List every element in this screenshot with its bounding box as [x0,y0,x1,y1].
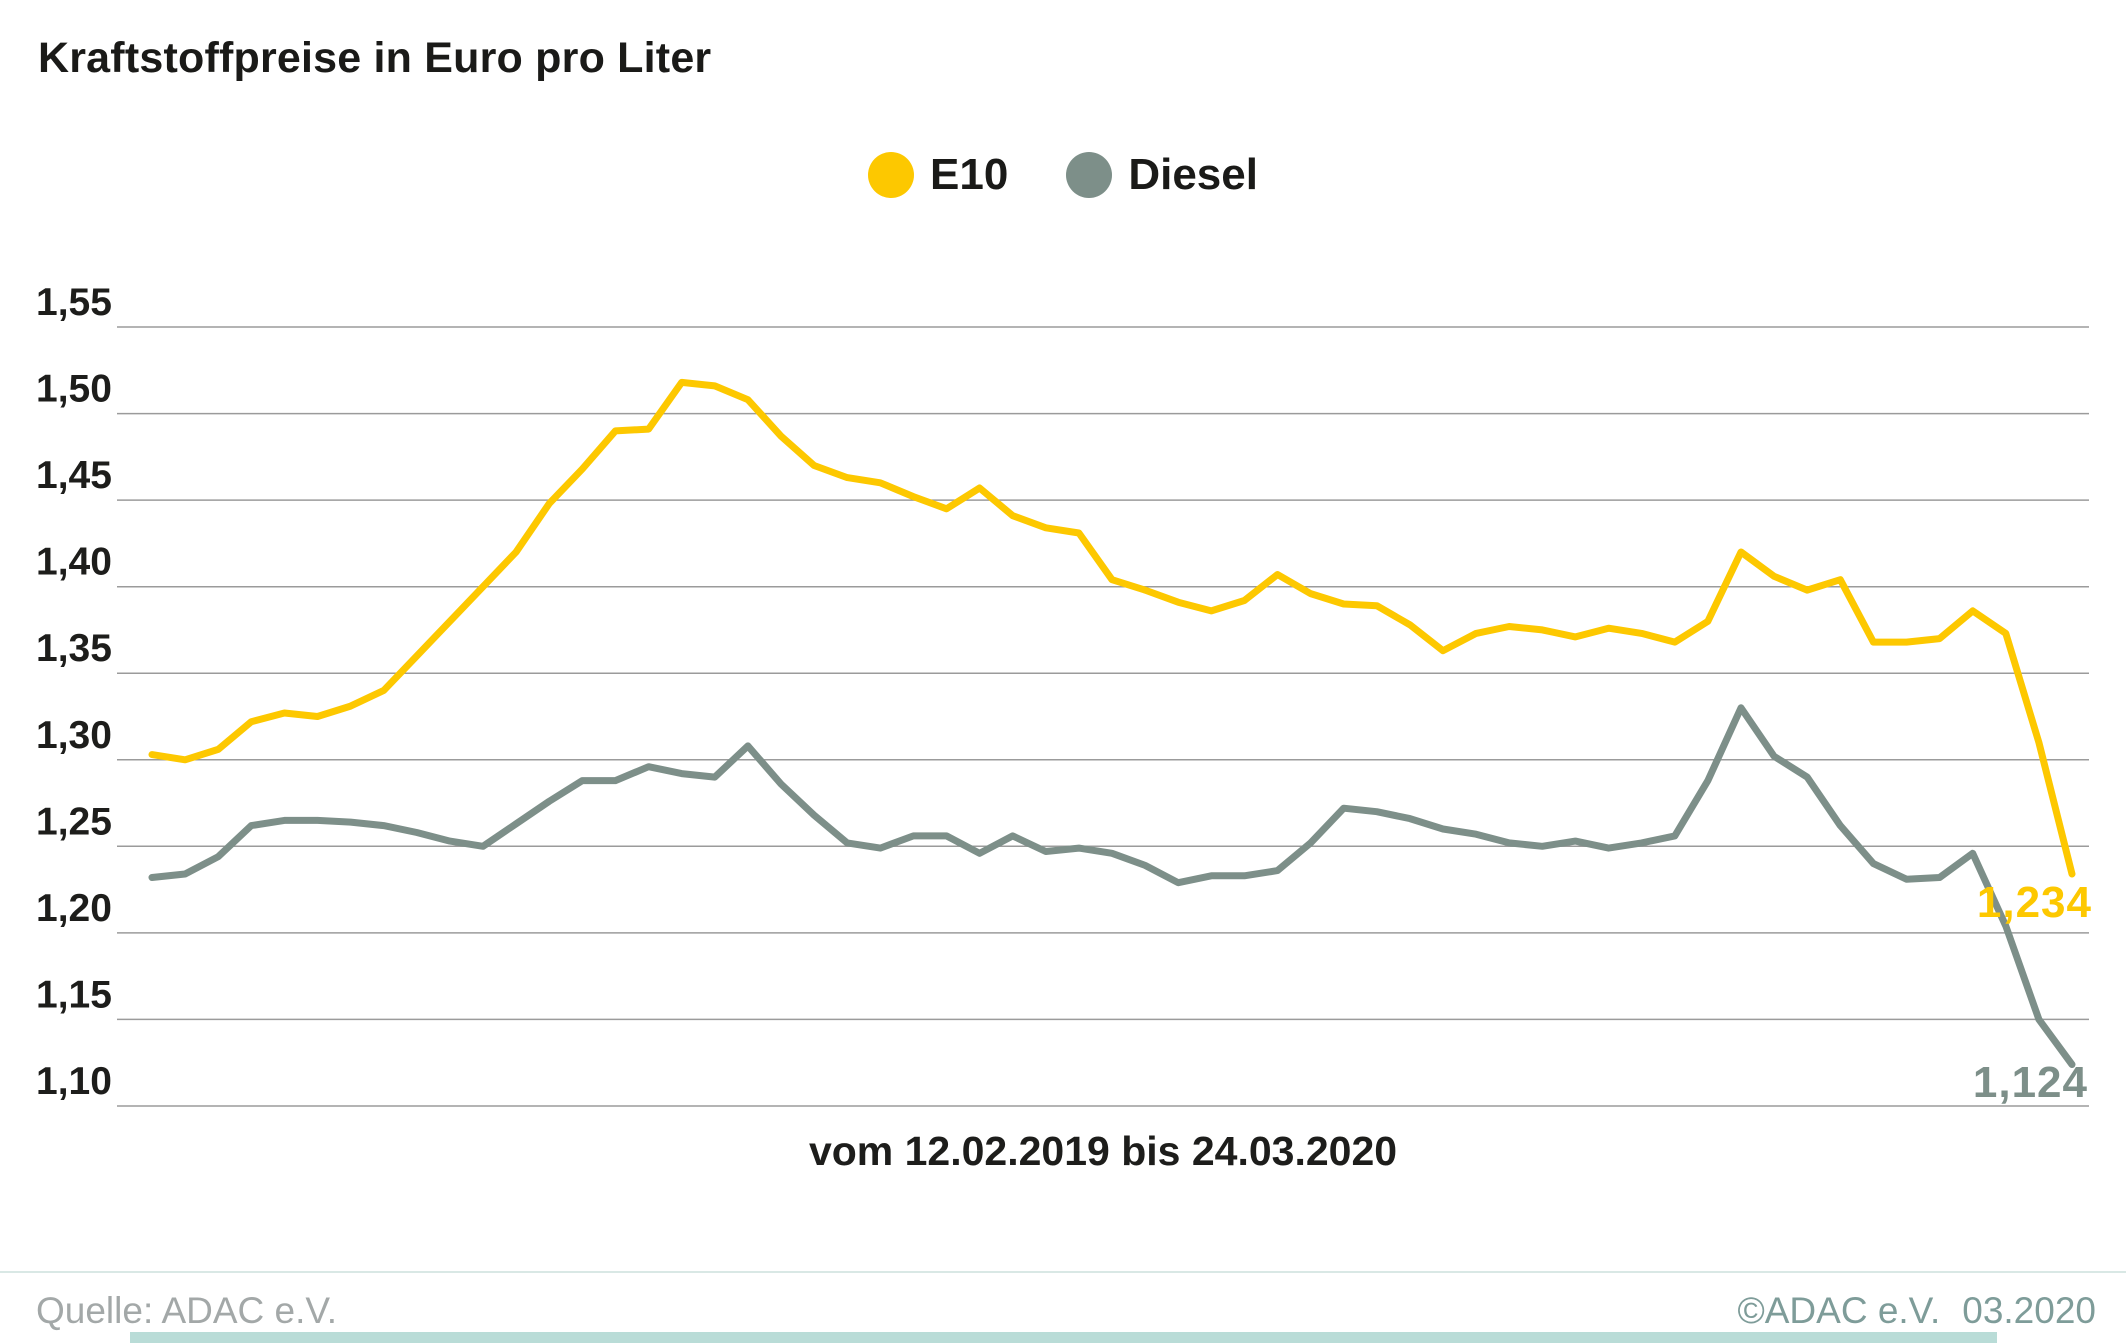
chart-title: Kraftstoffpreise in Euro pro Liter [38,34,712,82]
copyright-block: ©ADAC e.V. 03.2020 [1737,1290,2096,1332]
y-axis-tick-label: 1,20 [36,887,112,930]
diesel-color-dot-icon [1066,152,1113,198]
y-axis-tick-label: 1,55 [36,281,112,324]
footer-divider [0,1271,2126,1273]
y-axis-tick-label: 1,10 [36,1060,112,1103]
source-credit: Quelle: ADAC e.V. [36,1290,337,1331]
footer: Quelle: ADAC e.V. ©ADAC e.V. 03.2020 [36,1290,2096,1332]
e10-end-value: 1,234 [1976,878,2092,927]
x-axis-caption: vom 12.02.2019 bis 24.03.2020 [808,1128,1398,1174]
diesel-end-value: 1,124 [1972,1058,2088,1107]
y-axis-tick-label: 1,15 [36,973,112,1016]
legend-label-diesel: Diesel [1128,150,1258,199]
y-axis-tick-label: 1,45 [36,454,112,497]
copyright-text: ©ADAC e.V. [1737,1290,1941,1331]
e10-color-dot-icon [868,152,915,198]
y-axis-tick-label: 1,30 [36,714,112,757]
legend: E10 Diesel [0,150,2126,200]
legend-item-e10: E10 [868,150,1008,200]
y-axis-tick-label: 1,25 [36,800,112,843]
series-line-e10 [148,378,2076,878]
y-axis-tick-label: 1,40 [36,541,112,584]
legend-item-diesel: Diesel [1066,150,1258,200]
bottom-accent-bar [130,1332,1997,1343]
y-axis-tick-label: 1,50 [36,368,112,411]
y-axis-tick-label: 1,35 [36,627,112,670]
legend-label-e10: E10 [930,150,1009,199]
series-line-diesel [148,704,2076,1068]
footer-date: 03.2020 [1962,1290,2096,1331]
